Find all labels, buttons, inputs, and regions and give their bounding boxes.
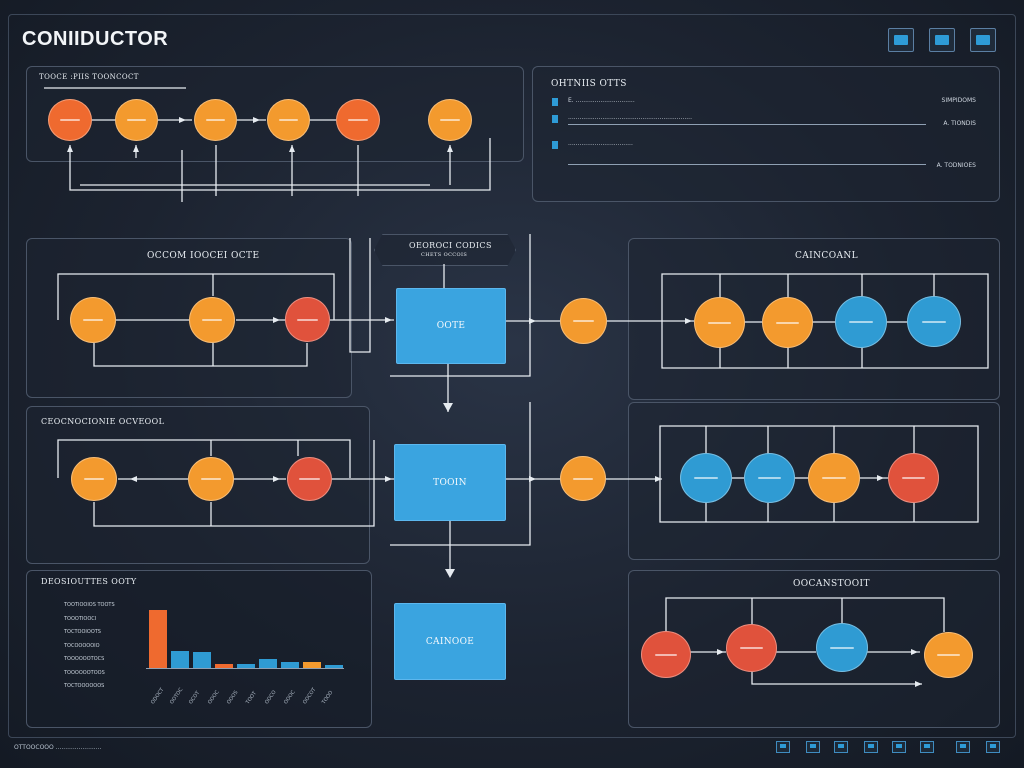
stats-label: TOCOOOOOIO [64, 642, 100, 649]
pipeline-node[interactable] [560, 456, 606, 501]
divider [568, 124, 926, 125]
chart-bar [325, 664, 343, 668]
file-icon [552, 115, 558, 123]
pipeline-node[interactable] [428, 99, 472, 141]
output-row-text: ........................................… [568, 114, 692, 121]
stats-label: TOCTOOOOOOS [64, 683, 105, 689]
chart-bar [215, 663, 233, 668]
output-row[interactable]: .................................. A. TO… [552, 140, 976, 169]
process-box-top[interactable]: OOTE [396, 288, 506, 364]
chart-bar [149, 610, 167, 668]
chart-bar [303, 661, 321, 668]
pipeline-node[interactable] [835, 296, 887, 348]
window-icon[interactable] [970, 28, 996, 52]
pipeline-node[interactable] [285, 297, 330, 342]
output-row-text: E. ............................... [568, 97, 635, 104]
window-icon[interactable] [888, 28, 914, 52]
footer-tool-icon[interactable] [956, 741, 970, 753]
file-icon [552, 98, 558, 106]
panel-title: CAINCOANL [795, 251, 859, 261]
pipeline-node[interactable] [744, 453, 795, 503]
pipeline-node[interactable] [71, 457, 117, 501]
panel-subtitle: CHETS OCCOIS [421, 252, 468, 258]
pipeline-node[interactable] [287, 457, 332, 501]
stats-label: TOOOOOOTOOS [64, 669, 105, 676]
stats-label: TOOOOOOTOCS [64, 656, 105, 662]
footer-tool-icon[interactable] [864, 741, 878, 753]
panel-title: CEOCNOCIONIE OCVEOOL [41, 417, 165, 426]
footer-status: OTTOOCOOO ........................ [14, 744, 102, 751]
footer-tool-icon[interactable] [986, 741, 1000, 753]
output-row-value: SIMPIDOMS [941, 97, 976, 104]
process-box-mid[interactable]: TOOIN [394, 444, 506, 521]
pipeline-node[interactable] [560, 298, 607, 344]
pipeline-node[interactable] [924, 632, 973, 678]
panel-title: OOCANSTOOIT [793, 579, 870, 589]
pipeline-node[interactable] [680, 453, 732, 503]
pipeline-node[interactable] [762, 297, 813, 348]
chart-bar [171, 650, 189, 668]
pipeline-node[interactable] [816, 623, 868, 672]
stats-label: TOOTIOOIOS TOOTS [64, 602, 115, 608]
output-row-value: A. TIONDIS [943, 120, 976, 127]
chart-bar [259, 659, 277, 668]
center-header: OEOROCI CODICS CHETS OCCOIS [374, 234, 516, 266]
chart-bar [281, 661, 299, 668]
panel-title: OHTNIIS OTTS [551, 79, 627, 89]
pipeline-node[interactable] [641, 631, 691, 678]
chart-bar [193, 652, 211, 668]
pipeline-node[interactable] [267, 99, 310, 141]
file-icon [552, 141, 558, 149]
output-row-text: .................................. [568, 140, 633, 147]
pipeline-node[interactable] [907, 296, 961, 347]
pipeline-node[interactable] [694, 297, 745, 348]
outputs-panel: OHTNIIS OTTS [532, 66, 1000, 202]
pipeline-node[interactable] [188, 457, 234, 501]
footer-tool-icon[interactable] [776, 741, 790, 753]
process-box-bottom[interactable]: CAINOOE [394, 603, 506, 680]
output-row[interactable]: ........................................… [552, 114, 976, 128]
pipeline-node[interactable] [70, 297, 116, 343]
stats-bar-chart [146, 604, 344, 669]
stats-panel: DEOSIOUTTES OOTY [26, 570, 372, 728]
pipeline-node[interactable] [726, 624, 777, 672]
stats-label: TOCTOOIOOTS [64, 629, 101, 635]
pipeline-node[interactable] [194, 99, 237, 141]
stats-label: TOOOTIOOCI [64, 615, 97, 622]
panel-title: TOOCE :PIIS TOONCOCT [39, 73, 139, 81]
divider [568, 164, 926, 165]
pipeline-node[interactable] [336, 99, 380, 141]
pipeline-node[interactable] [888, 453, 939, 503]
app-title: CONIIDUCTOR [22, 28, 169, 50]
footer-tool-icon[interactable] [834, 741, 848, 753]
pipeline-node[interactable] [189, 297, 235, 343]
pipeline-node[interactable] [808, 453, 860, 503]
panel-title: DEOSIOUTTES OOTY [41, 577, 137, 586]
chart-bar [237, 663, 255, 668]
footer-tool-icon[interactable] [892, 741, 906, 753]
app-frame [8, 14, 1016, 738]
panel-title: OCCOM IOOCEI OCTE [147, 251, 260, 261]
output-row-value: A. TODNIOES [936, 162, 976, 169]
panel-title: OEOROCI CODICS [409, 241, 492, 250]
output-row[interactable]: E. ............................... SIMPI… [552, 97, 976, 111]
pipeline-node[interactable] [115, 99, 158, 141]
footer-tool-icon[interactable] [920, 741, 934, 753]
window-icon[interactable] [929, 28, 955, 52]
footer-tool-icon[interactable] [806, 741, 820, 753]
pipeline-node[interactable] [48, 99, 92, 141]
